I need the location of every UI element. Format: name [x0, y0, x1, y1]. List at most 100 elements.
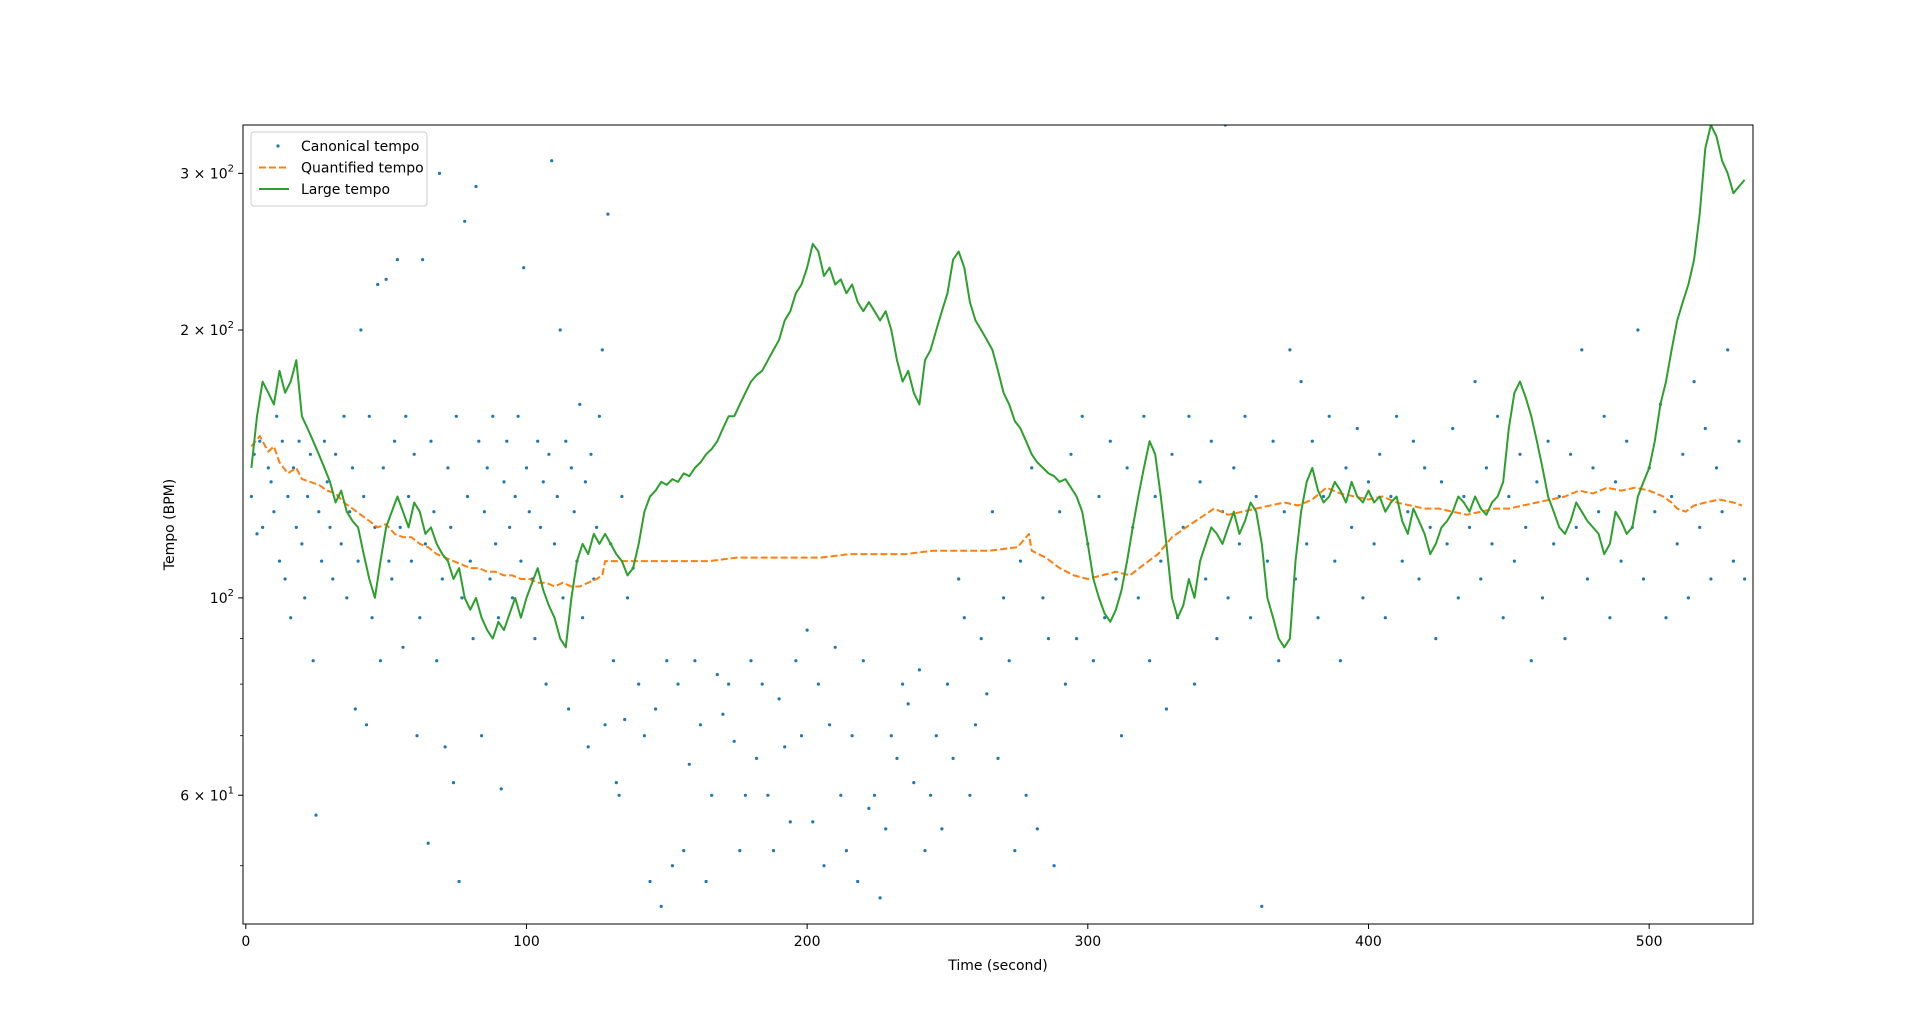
legend: Canonical tempo Quantified tempo Large tem…	[250, 131, 428, 207]
canonical-tempo-point	[727, 682, 731, 686]
canonical-tempo-point	[280, 439, 284, 443]
canonical-tempo-point	[449, 525, 453, 530]
canonical-tempo-point	[586, 745, 590, 749]
canonical-tempo-point	[1187, 414, 1191, 418]
canonical-tempo-point	[569, 466, 574, 470]
canonical-tempo-point	[1636, 328, 1640, 332]
canonical-tempo-point	[1355, 426, 1359, 431]
large-tempo-line	[250, 125, 1746, 649]
canonical-tempo-point	[1428, 525, 1432, 530]
canonical-tempo-point	[670, 864, 675, 868]
canonical-tempo-point	[1209, 439, 1213, 443]
canonical-tempo-point	[1237, 542, 1241, 546]
canonical-tempo-point	[1524, 525, 1528, 530]
canonical-tempo-point	[648, 879, 652, 884]
canonical-tempo-point	[1591, 466, 1595, 470]
canonical-tempo-point	[572, 510, 576, 514]
legend-item: Large tempo	[259, 182, 390, 198]
canonical-tempo-point	[538, 525, 543, 530]
canonical-tempo-point	[1406, 510, 1410, 514]
canonical-tempo-point	[451, 781, 456, 785]
canonical-tempo-point	[1496, 414, 1500, 418]
canonical-tempo-point	[1170, 452, 1174, 456]
canonical-tempo-point	[258, 439, 262, 443]
canonical-tempo-point	[1226, 596, 1230, 600]
canonical-tempo-point	[794, 659, 798, 663]
canonical-tempo-point	[833, 645, 837, 649]
canonical-tempo-point	[1608, 616, 1612, 620]
canonical-tempo-point	[412, 452, 416, 456]
canonical-tempo-point	[390, 577, 394, 581]
canonical-tempo-point	[968, 793, 972, 797]
canonical-tempo-point	[1585, 577, 1589, 581]
canonical-tempo-point	[611, 659, 616, 663]
canonical-tempo-point	[799, 734, 804, 738]
canonical-tempo-point	[1714, 466, 1719, 470]
canonical-tempo-point	[1305, 542, 1309, 546]
x-tick-label: 100	[513, 934, 540, 950]
canonical-tempo-point	[1215, 637, 1219, 641]
canonical-tempo-point	[496, 616, 500, 620]
canonical-tempo-point	[522, 266, 526, 270]
canonical-tempo-point	[1204, 577, 1208, 581]
canonical-tempo-point	[555, 494, 559, 499]
canonical-tempo-point	[446, 466, 450, 470]
y-axis-label: Tempo (BPM)	[162, 479, 178, 571]
canonical-tempo-point	[1372, 542, 1376, 546]
canonical-tempo-point	[1411, 439, 1415, 443]
canonical-tempo-point	[541, 480, 545, 484]
canonical-tempo-point	[1277, 659, 1281, 663]
y-tick-label: 3 × 102	[180, 163, 234, 182]
canonical-tempo-point	[603, 723, 607, 727]
canonical-tempo-point	[480, 734, 484, 738]
canonical-tempo-point	[364, 723, 369, 727]
canonical-tempo-point	[884, 827, 888, 831]
canonical-tempo-point	[1434, 637, 1438, 641]
canonical-tempo-point	[1018, 559, 1023, 563]
canonical-tempo-point	[676, 682, 680, 686]
y-tick-label: 102	[210, 588, 234, 607]
canonical-tempo-point	[317, 510, 321, 514]
canonical-tempo-point	[1030, 466, 1034, 470]
canonical-tempo-point	[359, 328, 363, 332]
canonical-tempo-point	[314, 813, 318, 817]
canonical-tempo-point	[1653, 510, 1657, 514]
canonical-tempo-point	[1473, 380, 1477, 384]
canonical-tempo-point	[485, 466, 489, 470]
canonical-tempo-point	[356, 559, 360, 563]
canonical-tempo-point	[249, 494, 253, 499]
canonical-tempo-point	[1535, 480, 1539, 484]
canonical-tempo-point	[1142, 414, 1146, 418]
canonical-tempo-point	[1423, 466, 1427, 470]
canonical-tempo-point	[1445, 542, 1449, 546]
canonical-tempo-point	[912, 781, 916, 785]
canonical-tempo-point	[494, 542, 498, 546]
canonical-tempo-point	[867, 806, 871, 811]
canonical-tempo-point	[1103, 616, 1107, 620]
canonical-tempo-point	[1075, 637, 1079, 641]
canonical-tempo-point	[1361, 596, 1365, 600]
canonical-tempo-point	[255, 532, 259, 536]
canonical-tempo-point	[558, 328, 562, 332]
canonical-tempo-point	[1613, 480, 1618, 484]
canonical-tempo-point	[749, 659, 753, 663]
canonical-tempo-point	[755, 756, 759, 761]
canonical-tempo-point	[544, 682, 548, 686]
canonical-tempo-point	[393, 439, 397, 443]
canonical-tempo-point	[510, 596, 514, 600]
canonical-tempo-point	[698, 723, 703, 727]
canonical-tempo-point	[519, 559, 523, 563]
x-tick-label: 500	[1636, 934, 1663, 950]
canonical-tempo-point	[407, 494, 411, 499]
canonical-tempo-point	[906, 702, 910, 706]
canonical-tempo-point	[1299, 380, 1303, 384]
x-tick-label: 300	[1074, 934, 1101, 950]
canonical-tempo-point	[552, 542, 557, 546]
canonical-tempo-point	[488, 577, 492, 581]
x-tick-label: 400	[1355, 934, 1382, 950]
x-tick-label: 200	[794, 934, 821, 950]
canonical-tempo-point	[339, 542, 343, 546]
canonical-tempo-point	[513, 494, 517, 499]
canonical-tempo-point	[642, 734, 647, 738]
canonical-tempo-point	[1490, 542, 1494, 546]
